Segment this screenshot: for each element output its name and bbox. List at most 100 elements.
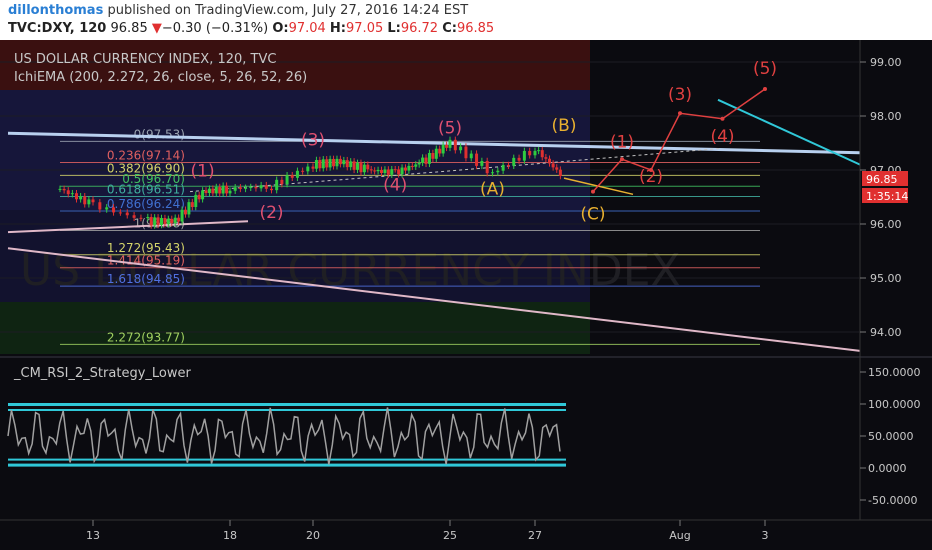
candle-body xyxy=(464,146,468,159)
price-tick-label: 98.00 xyxy=(870,110,902,123)
candle-body xyxy=(427,152,431,164)
last-price: 96.85 xyxy=(110,21,148,36)
wave-projection xyxy=(563,87,767,196)
projection-point xyxy=(591,189,595,194)
candle-body xyxy=(311,166,315,169)
wave-labels: (1)(2)(3)(4)(5)(A)(B)(C)(1)(2)(3)(4)(5) xyxy=(191,59,777,225)
candle-body xyxy=(506,164,510,166)
wave-label: (3) xyxy=(668,85,692,105)
rsi-tick-label: -50.0000 xyxy=(868,494,917,507)
candle-body xyxy=(380,169,383,174)
candle-body xyxy=(211,188,215,194)
upper-trendline xyxy=(7,131,861,155)
rsi-pane xyxy=(7,403,566,467)
candle-body xyxy=(58,188,62,190)
wave-label: (1) xyxy=(610,132,634,152)
candle-body xyxy=(112,207,116,213)
candle-body xyxy=(98,202,102,210)
candle-body xyxy=(441,144,445,154)
candle-body xyxy=(62,188,66,191)
candle-body xyxy=(491,172,494,174)
candle-body xyxy=(533,150,537,156)
candle-body xyxy=(522,150,526,161)
candle-body xyxy=(459,146,463,151)
candle-body xyxy=(342,160,346,165)
candle-body xyxy=(306,166,310,172)
price-axis[interactable] xyxy=(860,40,932,510)
background-zones xyxy=(0,40,590,354)
time-axis[interactable]: 13 18 20 25 27 Aug 3 xyxy=(86,520,769,542)
chart-canvas[interactable]: US DOLLAR CURRENCY INDEX 0(97.53) 0.236(9… xyxy=(0,40,932,550)
open-label: O: xyxy=(272,21,289,36)
candle-body xyxy=(156,217,160,225)
candle-body xyxy=(528,150,532,156)
candle-body xyxy=(551,163,555,168)
candle-body xyxy=(139,217,143,219)
candle-body xyxy=(125,212,129,216)
low-label: L: xyxy=(387,21,401,36)
wave-label: (2) xyxy=(639,167,663,187)
projection-point xyxy=(620,157,624,162)
candle-body xyxy=(204,190,208,194)
wave-label: (B) xyxy=(552,116,577,136)
wave-label: (2) xyxy=(259,203,283,223)
candle-body xyxy=(197,194,201,200)
candle-body xyxy=(275,179,279,191)
close-label: C: xyxy=(442,21,457,36)
candle-body xyxy=(414,164,418,167)
candle-body xyxy=(149,217,153,226)
grid xyxy=(0,61,860,333)
fib-level-label: 2.272(93.77) xyxy=(107,330,185,344)
candle-body xyxy=(166,218,170,225)
candle-body xyxy=(417,162,421,165)
candle-body xyxy=(517,157,521,161)
candle-body xyxy=(393,169,397,171)
wave-label: (A) xyxy=(480,179,505,199)
candle-body xyxy=(66,190,70,195)
candle-body xyxy=(201,190,205,200)
time-tick-label: 18 xyxy=(223,529,237,542)
indicator-title: IchiEMA (200, 2.272, 26, close, 5, 26, 5… xyxy=(14,70,307,85)
author-link[interactable]: dillonthomas xyxy=(8,3,104,18)
zone-navy xyxy=(0,210,590,302)
candle-body xyxy=(496,170,500,173)
candle-body xyxy=(244,187,248,189)
bar-timer-text: 1:35:14 xyxy=(866,190,908,203)
candle-body xyxy=(259,185,263,189)
pane-title: US DOLLAR CURRENCY INDEX, 120, TVC xyxy=(14,52,276,67)
time-tick-label: 3 xyxy=(762,529,769,542)
candle-body xyxy=(249,187,253,189)
zone-green xyxy=(0,302,590,354)
lower-trendline xyxy=(7,247,861,352)
wave-label: (4) xyxy=(710,127,734,147)
fib-level-label: 1.272(95.43) xyxy=(107,241,185,255)
fib-level-label: 1.414(95.19) xyxy=(107,254,185,268)
candle-body xyxy=(448,139,452,148)
candle-body xyxy=(79,196,83,200)
candle-body xyxy=(438,148,442,154)
rsi-line xyxy=(7,407,561,465)
candle-body xyxy=(359,162,363,173)
rsi-upper-band-inner xyxy=(8,409,566,411)
candle-body xyxy=(183,209,187,215)
rsi-pane-title: _CM_RSI_2_Strategy_Lower xyxy=(13,366,191,381)
candle-body xyxy=(264,185,268,189)
price-tick-label: 95.00 xyxy=(870,272,902,285)
candle-body xyxy=(194,194,198,208)
projection-point xyxy=(720,116,725,121)
candle-body xyxy=(146,217,150,219)
candle-body xyxy=(83,196,87,205)
candle-body xyxy=(285,175,289,185)
candle-body xyxy=(386,169,390,175)
candle-body xyxy=(70,193,74,195)
candle-body xyxy=(400,167,404,175)
candle-body xyxy=(314,160,318,169)
rsi-lower-band-inner xyxy=(8,458,566,461)
candle-body xyxy=(555,167,559,170)
candle-body xyxy=(238,187,242,189)
candle-body xyxy=(403,167,407,171)
candle-body xyxy=(373,170,377,172)
candle-body xyxy=(290,175,294,178)
candle-body xyxy=(453,139,457,151)
